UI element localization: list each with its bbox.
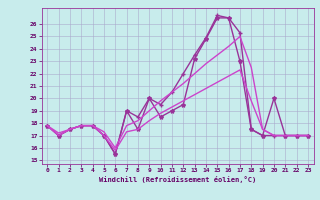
X-axis label: Windchill (Refroidissement éolien,°C): Windchill (Refroidissement éolien,°C) (99, 176, 256, 183)
